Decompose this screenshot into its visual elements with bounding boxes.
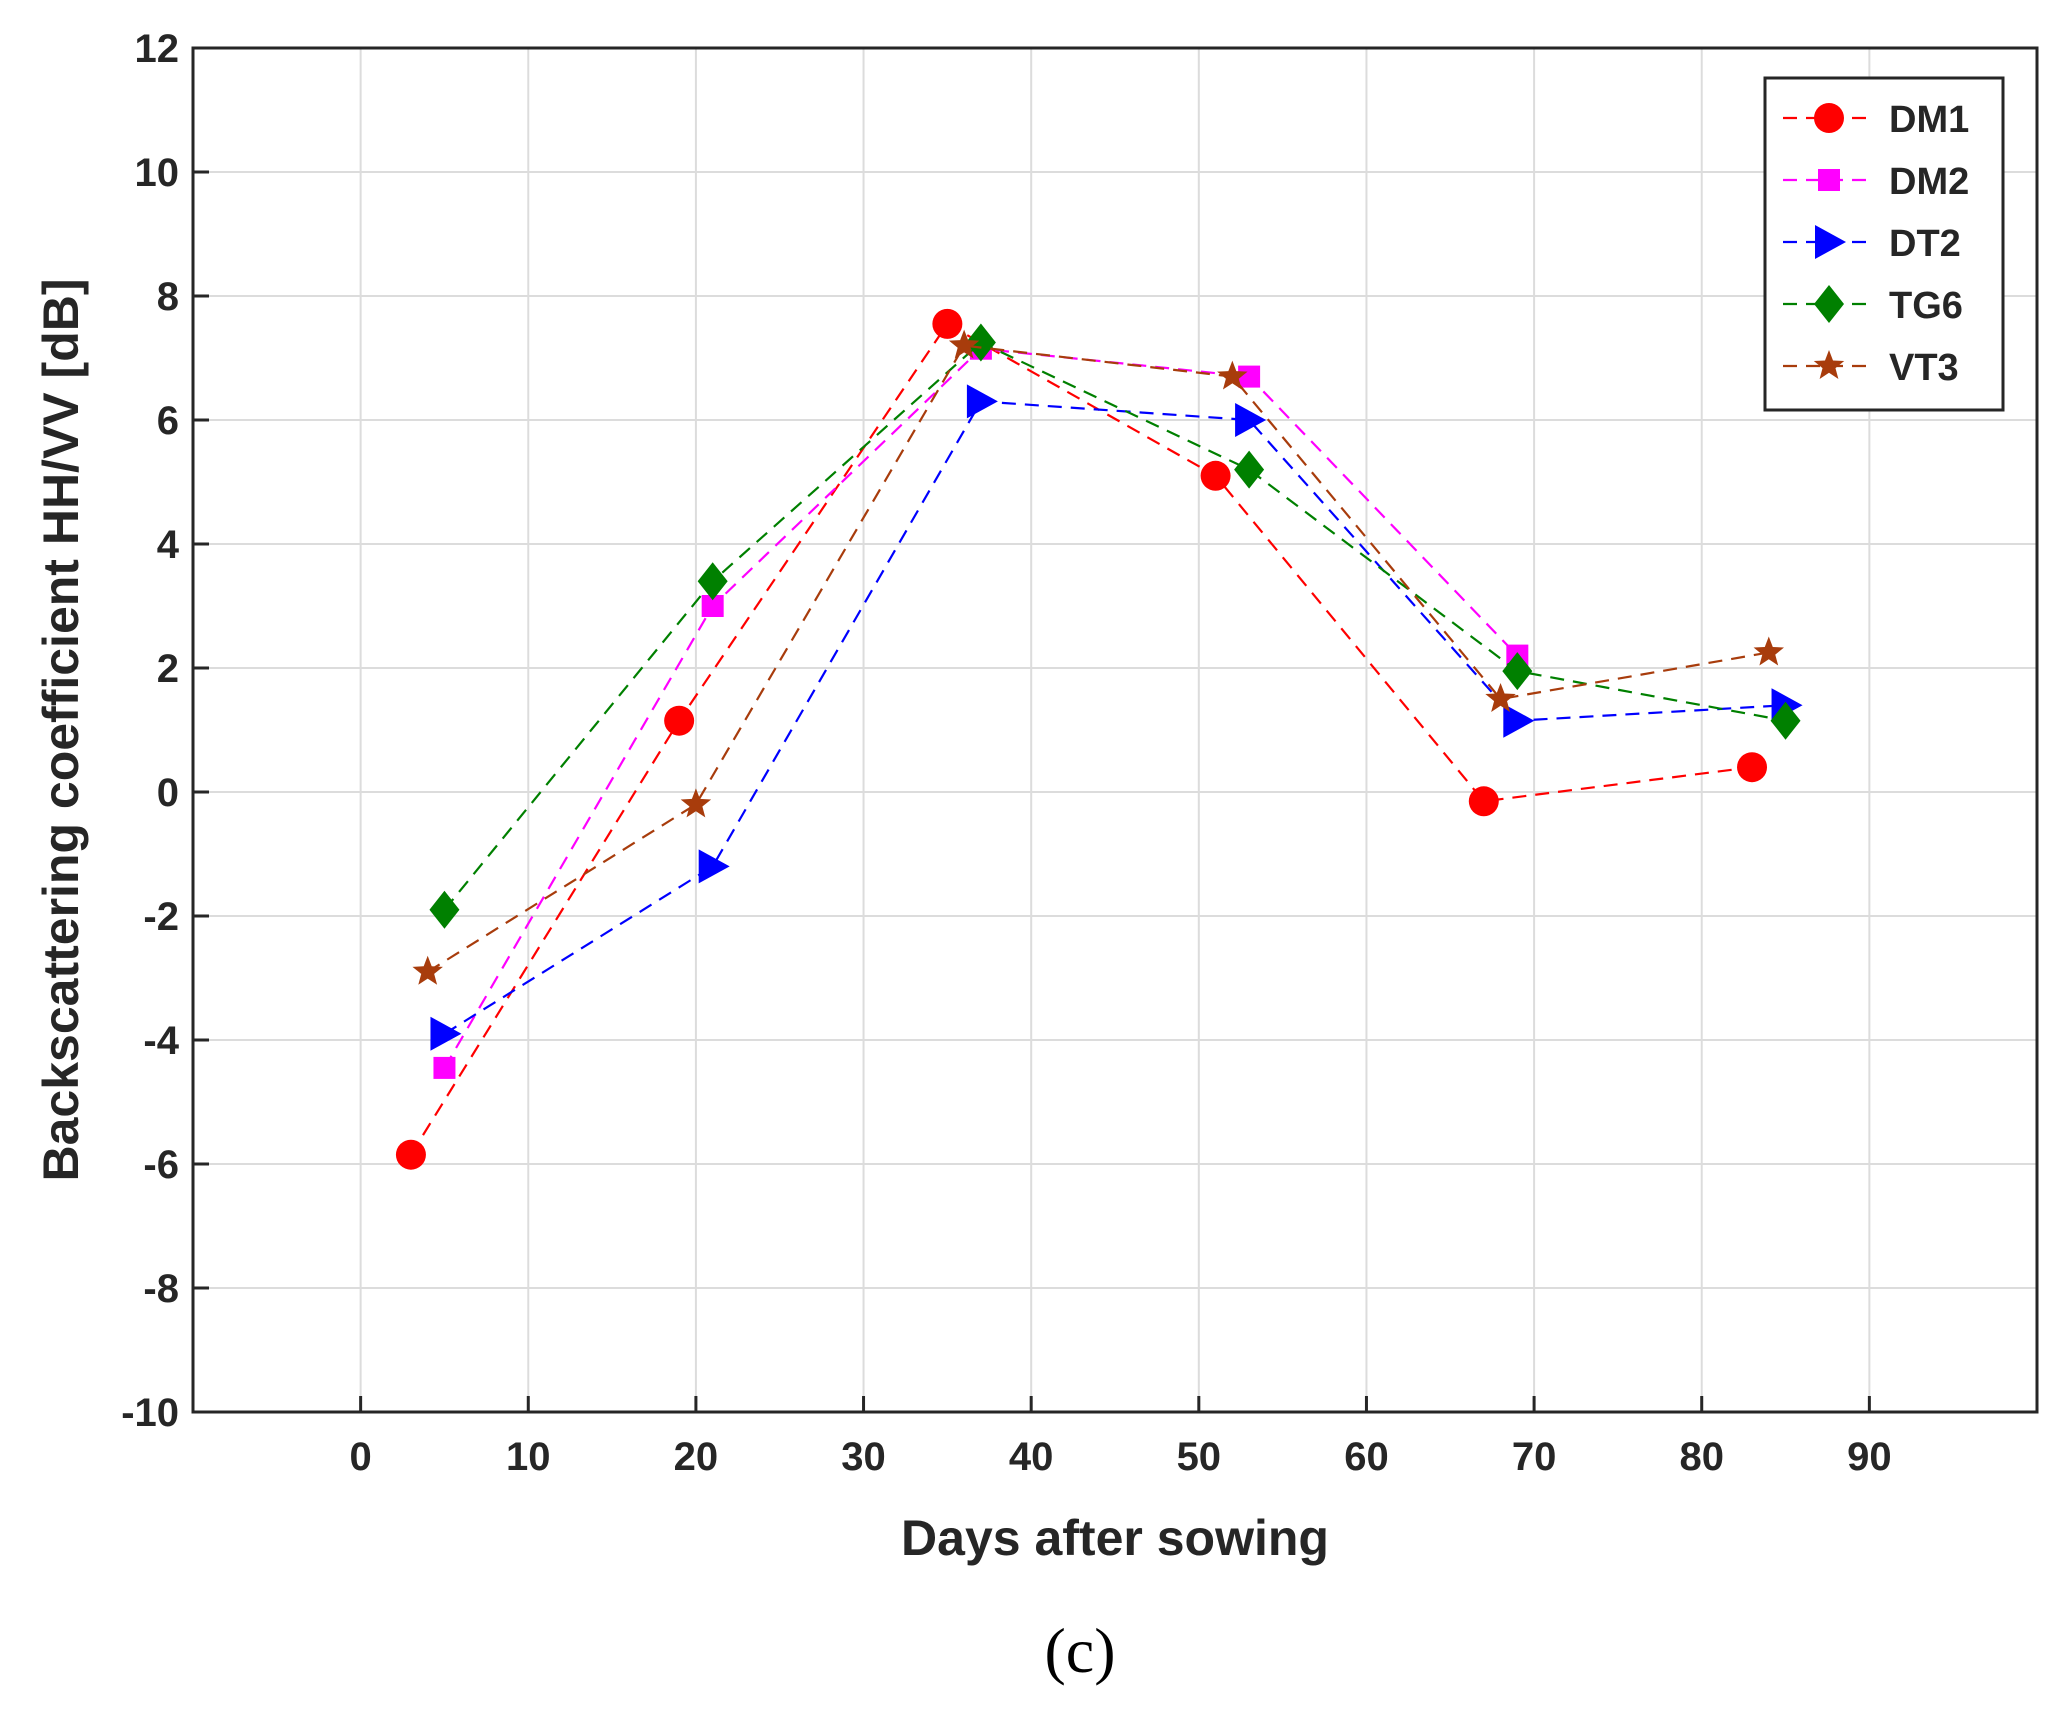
- data-point-tg6: [1502, 652, 1533, 691]
- series-line-tg6: [443, 341, 1786, 911]
- data-point-dt2: [966, 384, 998, 419]
- y-tick-label: 10: [135, 151, 180, 195]
- legend-marker-dm2: [1818, 169, 1840, 191]
- data-point-vt3: [1485, 683, 1516, 712]
- x-tick-label: 20: [674, 1435, 719, 1479]
- data-point-dm1: [395, 1139, 426, 1170]
- y-tick-label: 4: [157, 523, 180, 567]
- y-tick-label: 6: [157, 399, 179, 443]
- data-point-dm2: [701, 595, 724, 617]
- legend-entry-dm2: DM2: [1783, 161, 1969, 203]
- data-point-vt3: [680, 788, 712, 818]
- data-point-dt2: [430, 1016, 462, 1051]
- y-tick-label: 8: [157, 275, 179, 319]
- legend: DM1 DM2 DT2 TG6 VT3: [1763, 76, 2005, 412]
- legend-marker-tg6: [1814, 285, 1844, 323]
- data-point-vt3: [948, 329, 980, 359]
- data-point-tg6: [429, 890, 460, 929]
- x-tick-label: 40: [1009, 1435, 1054, 1479]
- data-point-tg6: [1770, 701, 1801, 740]
- series-line-vt3: [427, 344, 1769, 973]
- series-layer: [395, 308, 1803, 1170]
- legend-marker-vt3: [1813, 350, 1845, 379]
- data-point-vt3: [1753, 636, 1784, 666]
- legend-marker-dm1: [1814, 103, 1844, 133]
- y-tick-label: 12: [135, 27, 180, 71]
- x-tick-label: 50: [1177, 1435, 1222, 1479]
- legend-label-dm1: DM1: [1889, 99, 1969, 141]
- panel-label: (c): [1044, 1615, 1115, 1686]
- data-point-dm1: [1737, 752, 1768, 783]
- legend-label-dt2: DT2: [1889, 223, 1961, 265]
- legend-entry-dm1: DM1: [1783, 99, 1969, 141]
- legend-entry-dt2: DT2: [1783, 223, 1961, 265]
- y-tick-label: -10: [121, 1391, 179, 1435]
- y-tick-label: -4: [143, 1019, 179, 1063]
- data-point-dt2: [698, 849, 730, 884]
- series-line-dm1: [409, 322, 1753, 1156]
- x-tick-label: 80: [1679, 1435, 1724, 1479]
- legend-label-vt3: VT3: [1889, 347, 1959, 389]
- data-point-vt3: [1217, 360, 1248, 390]
- data-point-dm1: [1468, 786, 1499, 817]
- x-tick-label: 30: [841, 1435, 886, 1479]
- legend-entry-tg6: TG6: [1783, 285, 1963, 327]
- data-point-tg6: [697, 562, 728, 601]
- data-point-vt3: [412, 955, 443, 985]
- x-tick-label: 60: [1344, 1435, 1389, 1479]
- data-point-dm1: [664, 705, 695, 736]
- data-point-dm2: [1238, 365, 1261, 388]
- y-axis-label: Backscattering coefficient HH/VV [dB]: [33, 279, 89, 1182]
- y-tick-label: -6: [143, 1143, 179, 1187]
- y-tick-label: 2: [157, 647, 179, 691]
- plot-frame: [191, 46, 2039, 1414]
- y-tick-label: -2: [143, 895, 179, 939]
- series-vt3: [412, 329, 1784, 985]
- legend-label-dm2: DM2: [1889, 161, 1969, 203]
- x-axis-label: Days after sowing: [901, 1510, 1329, 1566]
- series-line-dt2: [443, 400, 1786, 1035]
- y-tick-label: 0: [157, 771, 179, 815]
- series-tg6: [429, 323, 1801, 929]
- data-point-dm1: [932, 308, 963, 339]
- data-point-dm2: [433, 1056, 456, 1079]
- series-dt2: [430, 384, 1803, 1051]
- y-tick-label: -8: [143, 1267, 179, 1311]
- legend-box: [1763, 76, 2005, 412]
- data-point-dt2: [1503, 703, 1535, 738]
- x-tick-label: 70: [1512, 1435, 1557, 1479]
- data-point-dm1: [1200, 460, 1231, 491]
- data-point-tg6: [1234, 450, 1265, 489]
- tick-layer: 0 10 20 30 40 50 60 70 80 90 -10 -8 -6 -4 -2 0 2 4 6 8 10 12: [121, 27, 1891, 1479]
- data-point-dt2: [1235, 403, 1267, 437]
- series-dm1: [395, 308, 1768, 1170]
- x-tick-label: 0: [350, 1435, 372, 1479]
- legend-marker-dt2: [1815, 225, 1846, 259]
- x-tick-label: 90: [1847, 1435, 1892, 1479]
- x-tick-label: 10: [506, 1435, 551, 1479]
- legend-entry-vt3: VT3: [1783, 347, 1959, 389]
- data-point-tg6: [965, 323, 996, 362]
- legend-label-tg6: TG6: [1889, 285, 1963, 327]
